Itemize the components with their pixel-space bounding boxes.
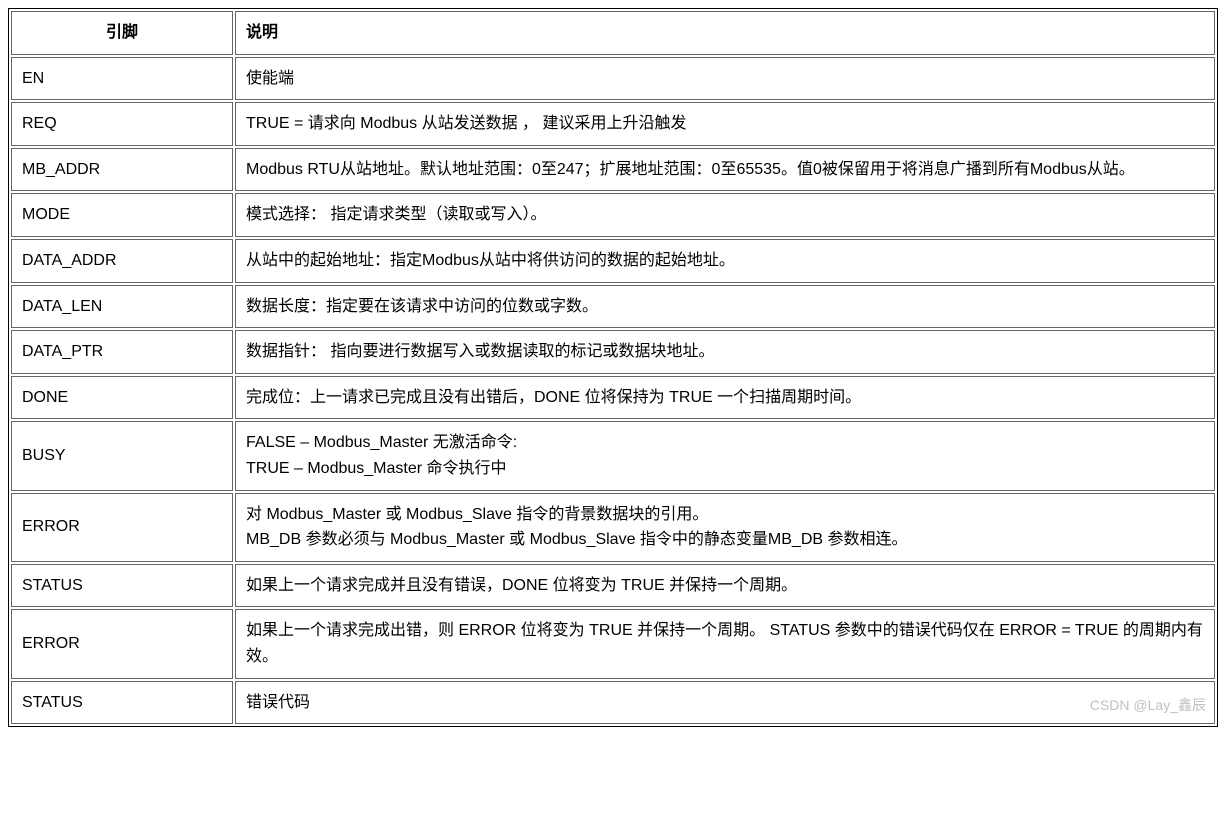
cell-desc: 如果上一个请求完成并且没有错误，DONE 位将变为 TRUE 并保持一个周期。 [235,564,1215,608]
cell-desc: 数据长度：指定要在该请求中访问的位数或字数。 [235,285,1215,329]
table-row: ERROR如果上一个请求完成出错，则 ERROR 位将变为 TRUE 并保持一个… [11,609,1215,678]
cell-pin: ERROR [11,609,233,678]
table-row: DATA_LEN数据长度：指定要在该请求中访问的位数或字数。 [11,285,1215,329]
cell-desc: 完成位：上一请求已完成且没有出错后，DONE 位将保持为 TRUE 一个扫描周期… [235,376,1215,420]
cell-desc: 模式选择： 指定请求类型（读取或写入）。 [235,193,1215,237]
header-pin: 引脚 [11,11,233,55]
cell-pin: DATA_PTR [11,330,233,374]
cell-pin: DONE [11,376,233,420]
table-row: DONE完成位：上一请求已完成且没有出错后，DONE 位将保持为 TRUE 一个… [11,376,1215,420]
cell-pin: REQ [11,102,233,146]
table-row: DATA_ADDR从站中的起始地址：指定Modbus从站中将供访问的数据的起始地… [11,239,1215,283]
cell-pin: STATUS [11,681,233,725]
table-container: 引脚 说明 EN使能端REQTRUE = 请求向 Modbus 从站发送数据 ，… [8,8,1218,727]
cell-desc: 使能端 [235,57,1215,101]
cell-desc: FALSE – Modbus_Master 无激活命令: TRUE – Modb… [235,421,1215,490]
cell-desc: 数据指针： 指向要进行数据写入或数据读取的标记或数据块地址。 [235,330,1215,374]
cell-desc: 对 Modbus_Master 或 Modbus_Slave 指令的背景数据块的… [235,493,1215,562]
table-row: STATUS如果上一个请求完成并且没有错误，DONE 位将变为 TRUE 并保持… [11,564,1215,608]
cell-pin: DATA_LEN [11,285,233,329]
cell-desc: 错误代码 [235,681,1215,725]
header-desc: 说明 [235,11,1215,55]
cell-pin: DATA_ADDR [11,239,233,283]
table-row: EN使能端 [11,57,1215,101]
pin-description-table: 引脚 说明 EN使能端REQTRUE = 请求向 Modbus 从站发送数据 ，… [8,8,1218,727]
cell-desc: Modbus RTU从站地址。默认地址范围：0至247；扩展地址范围：0至655… [235,148,1215,192]
table-row: STATUS错误代码 [11,681,1215,725]
cell-pin: MB_ADDR [11,148,233,192]
table-row: MODE模式选择： 指定请求类型（读取或写入）。 [11,193,1215,237]
cell-pin: STATUS [11,564,233,608]
cell-desc: 从站中的起始地址：指定Modbus从站中将供访问的数据的起始地址。 [235,239,1215,283]
table-body: EN使能端REQTRUE = 请求向 Modbus 从站发送数据 ， 建议采用上… [11,57,1215,725]
cell-pin: MODE [11,193,233,237]
cell-pin: EN [11,57,233,101]
table-row: ERROR对 Modbus_Master 或 Modbus_Slave 指令的背… [11,493,1215,562]
table-row: DATA_PTR数据指针： 指向要进行数据写入或数据读取的标记或数据块地址。 [11,330,1215,374]
table-row: REQTRUE = 请求向 Modbus 从站发送数据 ， 建议采用上升沿触发 [11,102,1215,146]
cell-pin: BUSY [11,421,233,490]
cell-pin: ERROR [11,493,233,562]
table-row: MB_ADDRModbus RTU从站地址。默认地址范围：0至247；扩展地址范… [11,148,1215,192]
table-row: BUSYFALSE – Modbus_Master 无激活命令: TRUE – … [11,421,1215,490]
cell-desc: TRUE = 请求向 Modbus 从站发送数据 ， 建议采用上升沿触发 [235,102,1215,146]
table-header-row: 引脚 说明 [11,11,1215,55]
cell-desc: 如果上一个请求完成出错，则 ERROR 位将变为 TRUE 并保持一个周期。 S… [235,609,1215,678]
